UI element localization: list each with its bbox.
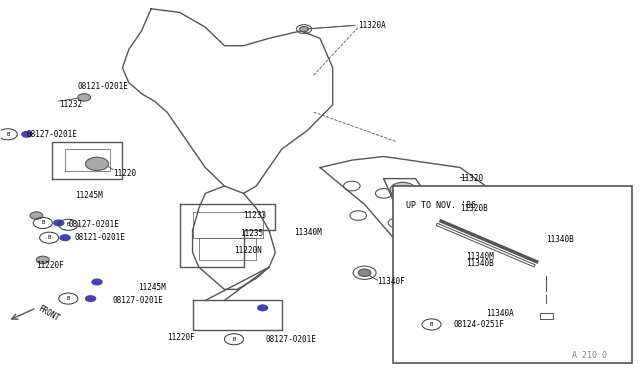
Text: 11320A: 11320A <box>358 21 386 30</box>
Text: 11232: 11232 <box>59 100 82 109</box>
Text: FRONT: FRONT <box>36 304 61 323</box>
Circle shape <box>54 220 64 226</box>
Text: B: B <box>6 132 10 137</box>
Text: 08127-0201E: 08127-0201E <box>68 220 119 229</box>
Text: 11220: 11220 <box>113 169 136 177</box>
Circle shape <box>454 260 467 267</box>
Text: 08127-0201E: 08127-0201E <box>266 335 317 344</box>
Circle shape <box>60 235 70 241</box>
Text: 08121-0201E: 08121-0201E <box>78 82 129 91</box>
Text: 11233: 11233 <box>244 211 267 220</box>
Circle shape <box>419 206 451 225</box>
Text: B: B <box>430 322 433 327</box>
FancyBboxPatch shape <box>394 186 632 363</box>
Text: B: B <box>67 296 70 301</box>
Circle shape <box>30 212 43 219</box>
Circle shape <box>36 256 49 263</box>
Circle shape <box>86 296 96 302</box>
Text: 08127-0201E: 08127-0201E <box>27 130 77 139</box>
Text: 11340M: 11340M <box>467 251 494 261</box>
Text: A 210 0: A 210 0 <box>572 350 607 359</box>
Text: 11340B: 11340B <box>467 259 494 268</box>
Text: 11340F: 11340F <box>378 278 405 286</box>
Circle shape <box>257 305 268 311</box>
Text: B: B <box>47 235 51 240</box>
Circle shape <box>428 205 441 212</box>
Circle shape <box>390 182 415 197</box>
Text: B: B <box>232 337 236 342</box>
Text: 11340B: 11340B <box>546 235 574 244</box>
Text: B: B <box>41 221 44 225</box>
Circle shape <box>300 26 308 32</box>
Text: 11320: 11320 <box>460 174 483 183</box>
Circle shape <box>474 238 497 252</box>
Text: 11220F: 11220F <box>36 261 64 270</box>
Text: 11220N: 11220N <box>234 246 262 255</box>
Circle shape <box>92 279 102 285</box>
Text: 11320B: 11320B <box>460 203 488 213</box>
Text: 11245M: 11245M <box>138 283 166 292</box>
Text: 08124-0251F: 08124-0251F <box>454 320 505 329</box>
Text: UP TO NOV. '86: UP TO NOV. '86 <box>406 201 476 210</box>
Circle shape <box>358 269 371 276</box>
Circle shape <box>78 94 91 101</box>
Circle shape <box>540 291 552 299</box>
Text: 11340A: 11340A <box>486 309 513 318</box>
Circle shape <box>459 317 470 324</box>
Circle shape <box>532 257 560 273</box>
Circle shape <box>22 131 32 137</box>
Text: B: B <box>67 222 70 227</box>
Text: 11340M: 11340M <box>294 228 323 237</box>
Text: 11220F: 11220F <box>167 333 195 342</box>
Text: 11235: 11235 <box>241 230 264 238</box>
Circle shape <box>86 157 108 170</box>
Text: 08121-0201E: 08121-0201E <box>75 233 125 242</box>
Text: 08127-0201E: 08127-0201E <box>113 296 164 305</box>
Text: 11245M: 11245M <box>75 191 102 200</box>
